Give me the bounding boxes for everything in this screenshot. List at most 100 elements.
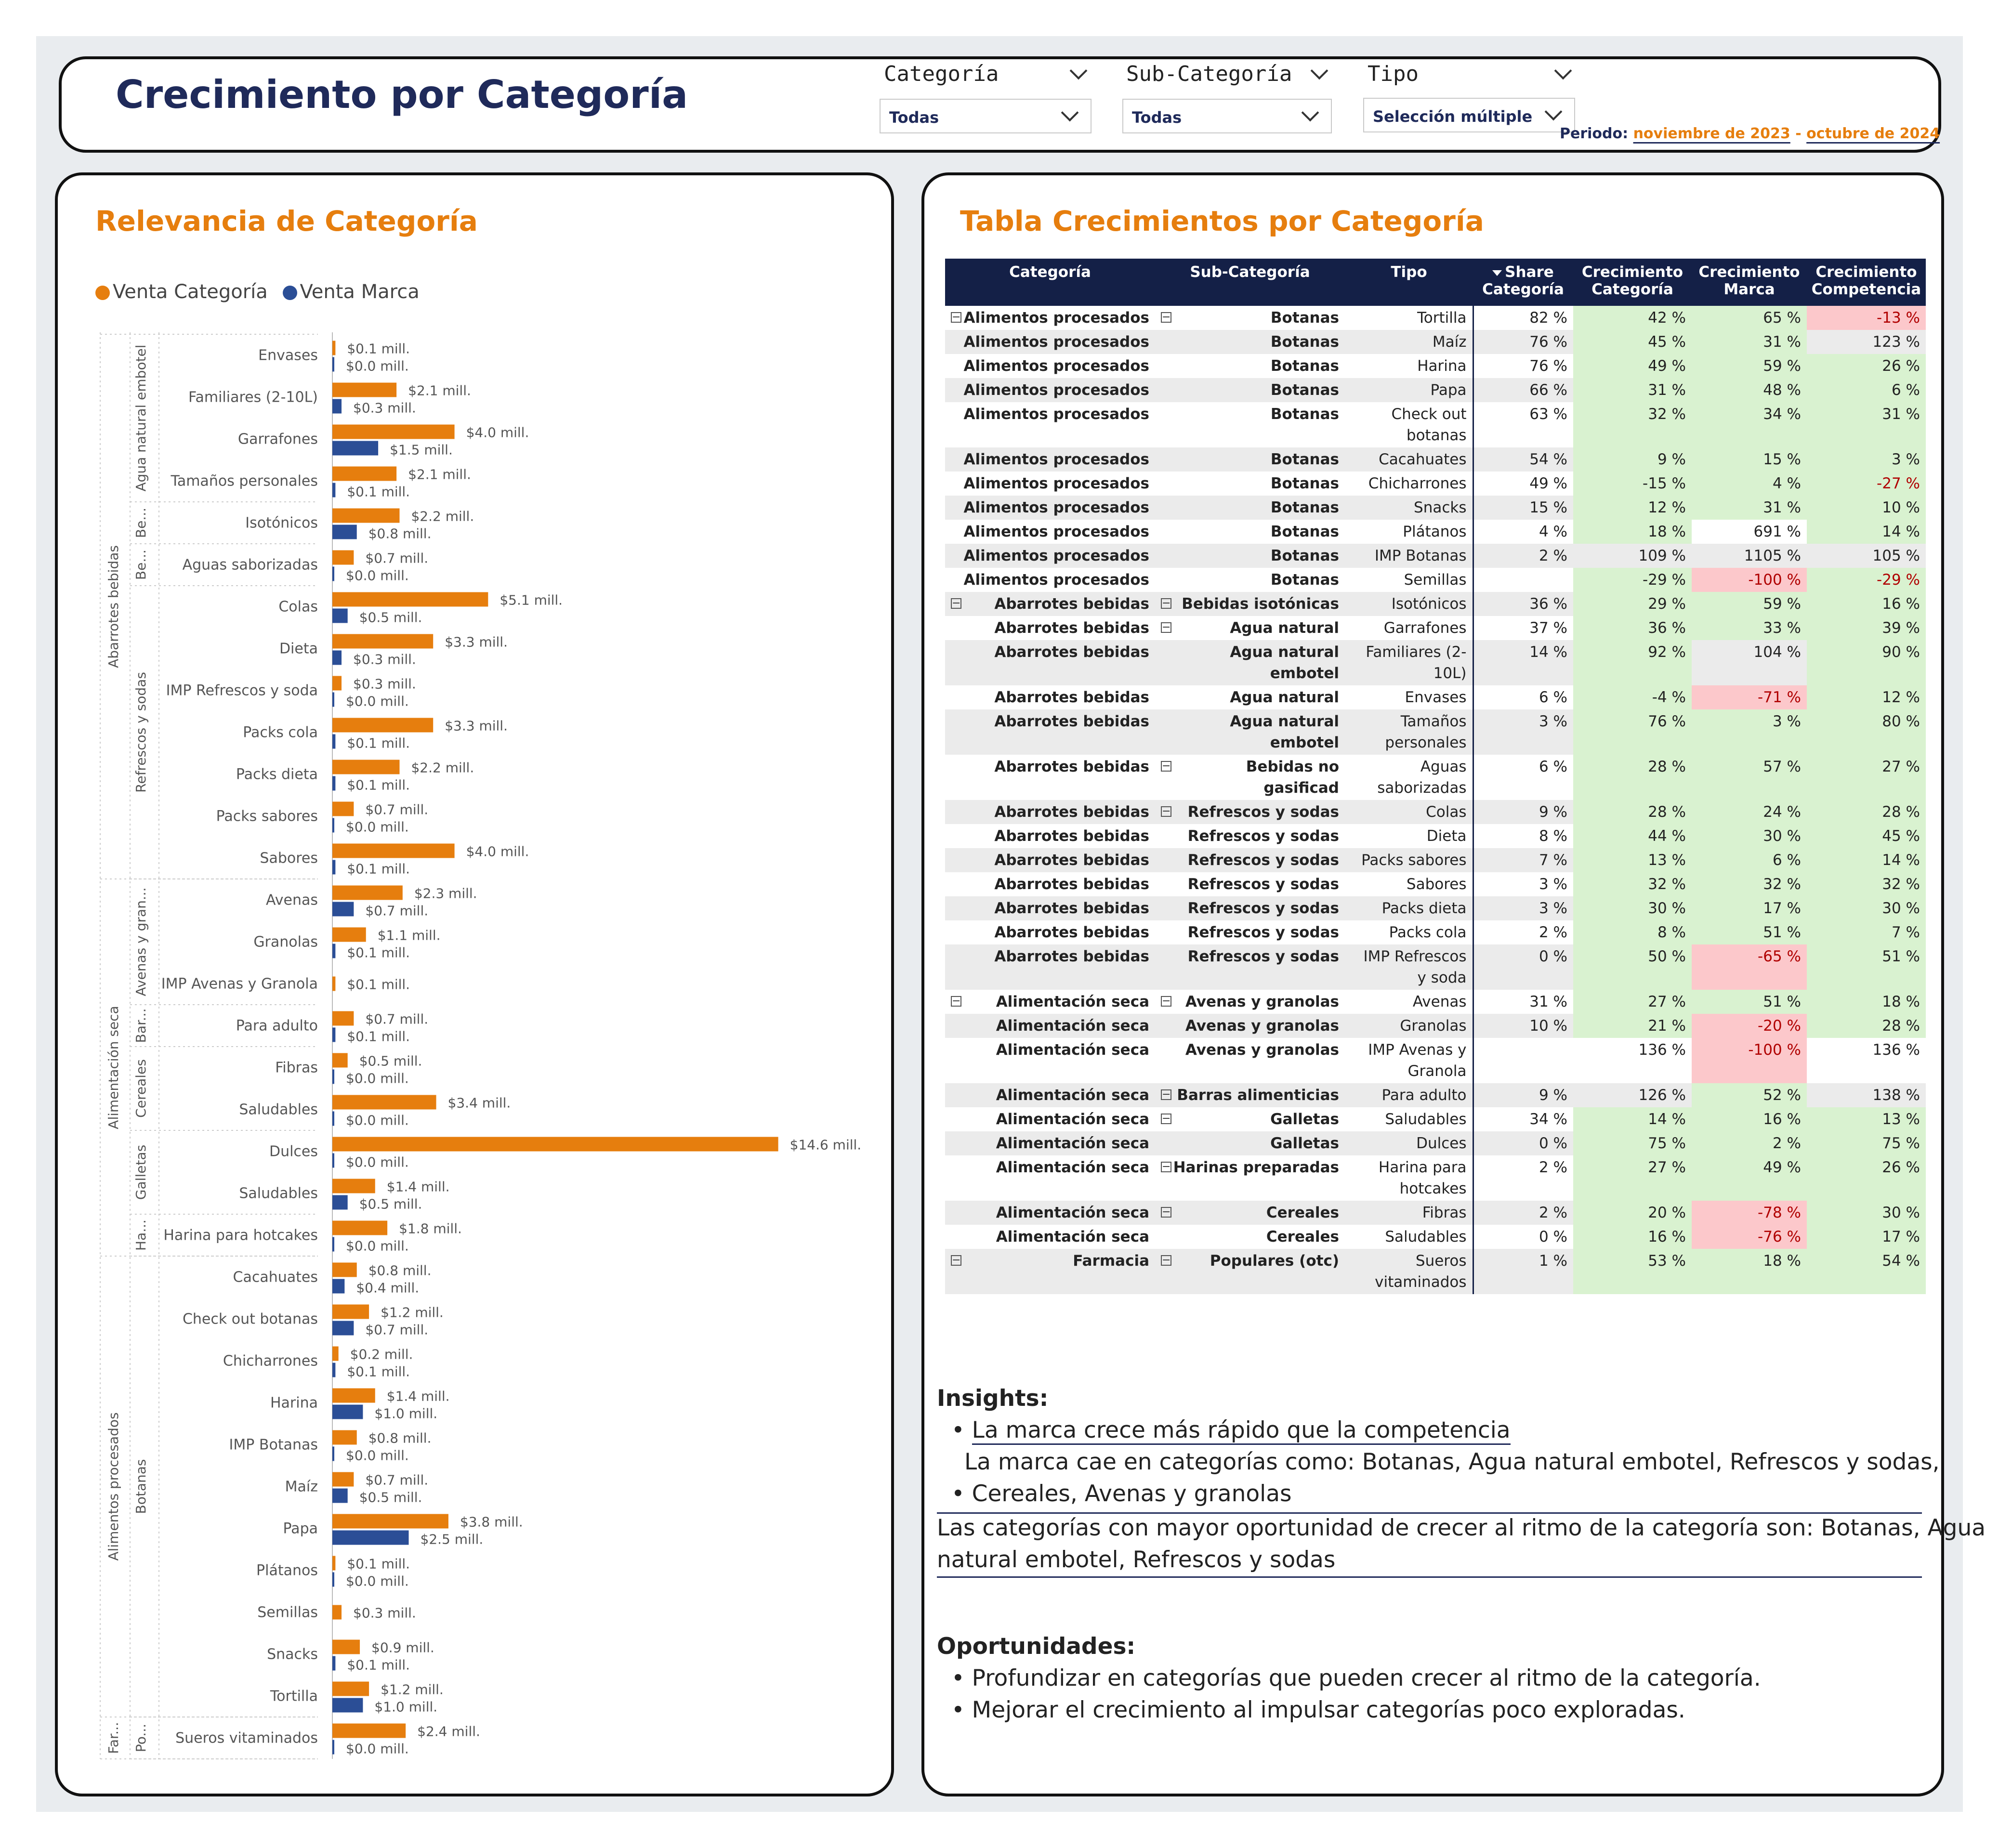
collapse-icon[interactable]: − — [951, 311, 961, 323]
bar-venta-categoria[interactable] — [332, 1388, 375, 1403]
bar-venta-marca[interactable] — [332, 1363, 336, 1377]
bar-venta-categoria[interactable] — [332, 424, 455, 439]
bar-venta-categoria[interactable] — [332, 341, 336, 355]
table-row[interactable]: Abarrotes bebidas Agua natural embotel Tam… — [945, 709, 1926, 755]
collapse-icon[interactable]: − — [951, 995, 961, 1007]
bar-venta-categoria[interactable] — [332, 1220, 388, 1235]
table-row[interactable]: Alimentación seca Galletas Dulces 0 % 75 % 2 … — [945, 1131, 1926, 1155]
bar-venta-categoria[interactable] — [332, 550, 354, 565]
table-row[interactable]: Abarrotes bebidas Refrescos y sodas IMP Re… — [945, 944, 1926, 990]
bar-venta-categoria[interactable] — [332, 1095, 436, 1110]
bar-venta-categoria[interactable] — [332, 1262, 357, 1277]
table-row[interactable]: Abarrotes bebidas − Refrescos y sodas Colas… — [945, 800, 1926, 824]
collapse-icon[interactable]: − — [1161, 621, 1171, 633]
bar-venta-marca[interactable] — [332, 1530, 409, 1545]
bar-venta-marca[interactable] — [332, 860, 336, 875]
periodo-start[interactable]: noviembre de 2023 — [1633, 125, 1790, 142]
table-row[interactable]: Alimentos procesados Botanas Check out bot… — [945, 402, 1926, 447]
chevron-down-icon[interactable] — [1070, 67, 1085, 82]
bar-venta-marca[interactable] — [332, 650, 342, 665]
table-row[interactable]: Abarrotes bebidas Refrescos y sodas Packs … — [945, 848, 1926, 872]
collapse-icon[interactable]: − — [1161, 597, 1171, 609]
bar-venta-marca[interactable] — [332, 1153, 334, 1168]
bar-venta-categoria[interactable] — [332, 1011, 354, 1026]
bar-venta-marca[interactable] — [332, 1488, 348, 1503]
collapse-icon[interactable]: − — [1161, 1088, 1171, 1101]
table-row[interactable]: Alimentos procesados Botanas IMP Botanas 2 … — [945, 544, 1926, 568]
bar-venta-marca[interactable] — [332, 1027, 336, 1042]
filter-subcategoria-dropdown[interactable]: Todas — [1122, 99, 1332, 133]
collapse-icon[interactable]: − — [951, 1254, 961, 1266]
bar-venta-marca[interactable] — [332, 608, 348, 623]
bar-venta-categoria[interactable] — [332, 1514, 448, 1529]
table-row[interactable]: Alimentos procesados Botanas Snacks 15 % 12 … — [945, 496, 1926, 520]
bar-venta-categoria[interactable] — [332, 1723, 406, 1738]
bar-venta-marca[interactable] — [332, 692, 334, 707]
bar-venta-categoria[interactable] — [332, 592, 488, 607]
bar-venta-categoria[interactable] — [332, 676, 342, 691]
bar-venta-marca[interactable] — [332, 1111, 334, 1126]
table-row[interactable]: − Alimentos procesados − Botanas Tortilla 82 … — [945, 306, 1926, 330]
collapse-icon[interactable]: − — [1161, 760, 1171, 772]
table-row[interactable]: Abarrotes bebidas Refrescos y sodas Dieta 8… — [945, 824, 1926, 848]
bar-venta-categoria[interactable] — [332, 1346, 339, 1361]
table-row[interactable]: Alimentación seca − Cereales Fibras 2 % 20 % -… — [945, 1201, 1926, 1225]
collapse-icon[interactable]: − — [1161, 1161, 1171, 1173]
table-row[interactable]: − Farmacia − Populares (otc) Sueros vitamina… — [945, 1249, 1926, 1294]
bar-venta-marca[interactable] — [332, 399, 342, 414]
table-row[interactable]: Abarrotes bebidas Agua natural embotel Fam… — [945, 640, 1926, 685]
bar-venta-categoria[interactable] — [332, 1137, 778, 1152]
bar-venta-marca[interactable] — [332, 1195, 348, 1210]
table-row[interactable]: Abarrotes bebidas Refrescos y sodas Packs … — [945, 920, 1926, 944]
bar-venta-categoria[interactable] — [332, 1472, 354, 1487]
bar-venta-marca[interactable] — [332, 734, 336, 749]
collapse-icon[interactable]: − — [1161, 1206, 1171, 1218]
table-row[interactable]: Abarrotes bebidas Refrescos y sodas Packs … — [945, 896, 1926, 920]
col-header-subcategoria[interactable]: Sub-Categoría — [1155, 259, 1345, 306]
bar-venta-categoria[interactable] — [332, 718, 434, 733]
table-row[interactable]: Abarrotes bebidas Agua natural Envases 6 % -… — [945, 685, 1926, 709]
col-header-crec-marca[interactable]: Crecimiento Marca — [1692, 259, 1807, 306]
collapse-icon[interactable]: − — [951, 597, 961, 609]
bar-venta-marca[interactable] — [332, 524, 357, 539]
bar-venta-marca[interactable] — [332, 776, 336, 791]
bar-venta-categoria[interactable] — [332, 801, 354, 816]
table-row[interactable]: Alimentos procesados Botanas Harina 76 % 49 … — [945, 354, 1926, 378]
bar-venta-categoria[interactable] — [332, 1605, 342, 1620]
collapse-icon[interactable]: − — [1161, 311, 1171, 323]
table-row[interactable]: − Alimentación seca − Avenas y granolas Aven… — [945, 990, 1926, 1014]
collapse-icon[interactable]: − — [1161, 1113, 1171, 1125]
bar-venta-marca[interactable] — [332, 1572, 334, 1587]
bar-venta-marca[interactable] — [332, 566, 334, 581]
chevron-down-icon[interactable] — [1311, 67, 1326, 82]
bar-venta-categoria[interactable] — [332, 508, 400, 523]
col-header-crec-competencia[interactable]: Crecimiento Competencia — [1807, 259, 1926, 306]
bar-venta-categoria[interactable] — [332, 382, 397, 397]
col-header-crec-categoria[interactable]: Crecimiento Categoría — [1573, 259, 1692, 306]
bar-venta-marca[interactable] — [332, 1698, 363, 1713]
bar-venta-categoria[interactable] — [332, 1681, 369, 1696]
table-row[interactable]: Alimentos procesados Botanas Cacahuates 54 … — [945, 447, 1926, 472]
bar-venta-marca[interactable] — [332, 1740, 334, 1755]
table-row[interactable]: Abarrotes bebidas − Bebidas no gasificad Ag… — [945, 755, 1926, 800]
bar-venta-marca[interactable] — [332, 483, 336, 498]
bar-venta-marca[interactable] — [332, 902, 354, 917]
periodo-end[interactable]: octubre de 2024 — [1806, 125, 1940, 142]
growth-table[interactable]: Categoría Sub-Categoría Tipo Share Categ… — [945, 259, 1927, 1294]
legend-item-venta-marca[interactable]: Venta Marca — [282, 281, 420, 303]
col-header-share[interactable]: Share Categoría — [1473, 259, 1573, 306]
bar-venta-marca[interactable] — [332, 1404, 363, 1419]
bar-venta-categoria[interactable] — [332, 634, 434, 649]
table-row[interactable]: Alimentación seca Avenas y granolas Granol… — [945, 1014, 1926, 1038]
table-row[interactable]: Alimentos procesados Botanas Plátanos 4 % 18… — [945, 520, 1926, 544]
relevancia-bar-chart[interactable]: Envases $0.1 mill.$0.0 mill.Familiares (2… — [92, 332, 891, 1768]
bar-venta-marca[interactable] — [332, 944, 336, 958]
bar-venta-categoria[interactable] — [332, 1304, 369, 1319]
legend-item-venta-categoria[interactable]: Venta Categoría — [95, 281, 268, 303]
bar-venta-marca[interactable] — [332, 357, 334, 372]
bar-venta-categoria[interactable] — [332, 1430, 357, 1445]
bar-venta-marca[interactable] — [332, 1656, 336, 1671]
bar-venta-categoria[interactable] — [332, 885, 403, 900]
bar-venta-marca[interactable] — [332, 818, 334, 833]
bar-venta-marca[interactable] — [332, 1446, 334, 1461]
